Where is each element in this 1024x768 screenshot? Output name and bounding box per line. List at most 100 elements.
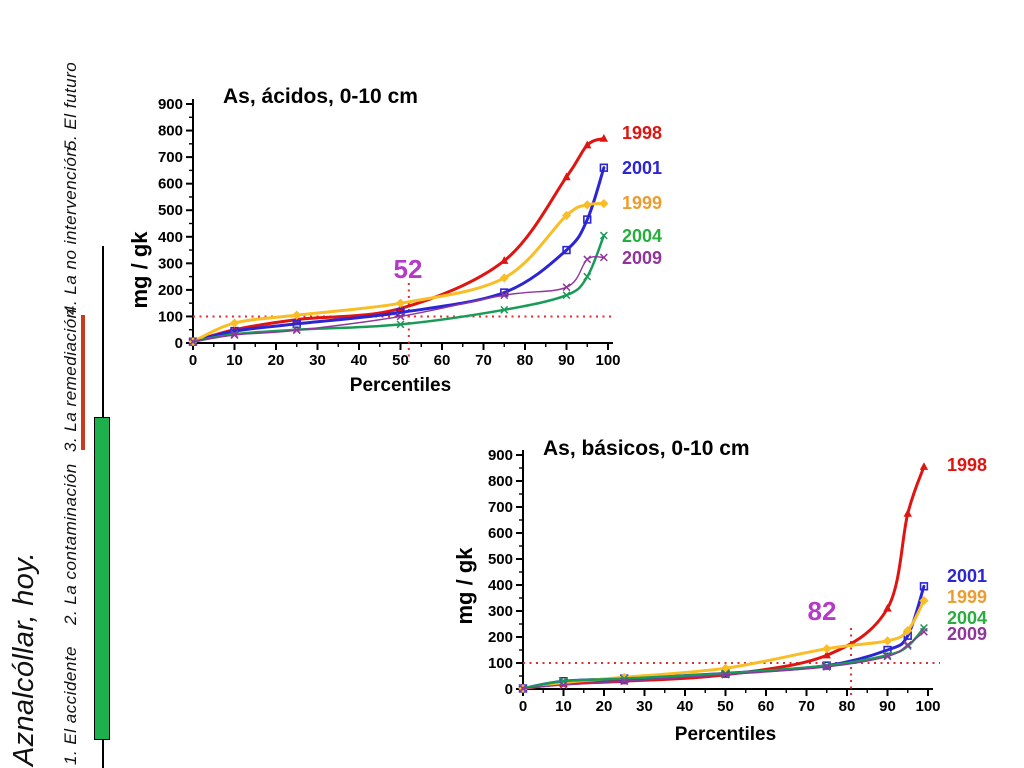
series-2009-line [192, 255, 605, 343]
timeline-progress-bar [94, 417, 110, 740]
y-tick-label: 400 [158, 229, 183, 246]
x-tick-label: 20 [596, 698, 613, 715]
y-axis-label: mg / gk [128, 231, 152, 309]
legend-label-2009: 2009 [622, 248, 662, 268]
series-1998-marker [903, 509, 912, 517]
y-tick-label: 100 [488, 655, 513, 672]
series-1998-line [521, 465, 926, 690]
x-tick-label: 60 [758, 698, 775, 715]
series-2004-marker [822, 661, 831, 670]
series-2001-marker [583, 215, 592, 224]
series-2001-marker [562, 245, 571, 255]
y-tick-label: 500 [488, 551, 513, 568]
legend-label-2009: 2009 [947, 624, 987, 644]
y-tick-label: 700 [488, 499, 513, 516]
series-2004-marker [562, 291, 571, 300]
series-1998-marker [599, 134, 609, 142]
legend-label-2001: 2001 [947, 566, 987, 586]
outline-item-la-remediacion: 3. La remediación [61, 308, 80, 452]
series-2004-marker [599, 231, 608, 240]
series-2009-marker [620, 677, 629, 686]
x-tick-label: 70 [475, 352, 492, 369]
series-1999-marker [882, 636, 893, 646]
series-2009-marker [230, 331, 239, 339]
y-tick-label: 300 [488, 603, 513, 620]
series-1998-marker [822, 650, 831, 659]
chart-canvas: 0 10 20 30 40 50 60 70 80 90 100 0 100 200 300 400 500 60… [128, 85, 662, 396]
chart-as-acidos: 0 10 20 30 40 50 60 70 80 90 100 0 100 200 300 400 500 60… [128, 76, 672, 412]
series-1998-marker [562, 172, 571, 181]
y-tick-label: 300 [158, 255, 183, 272]
series-2009-marker [920, 627, 928, 636]
series-1999-line [191, 202, 606, 344]
x-tick-label: 80 [517, 352, 534, 369]
legend-label-2004: 2004 [947, 608, 987, 628]
x-tick-label: 40 [351, 352, 368, 369]
series-2009-marker [583, 255, 592, 264]
y-tick-label: 200 [158, 282, 183, 299]
series-1998-marker [919, 462, 929, 470]
chart-title: As, ácidos, 0-10 cm [223, 85, 418, 108]
x-tick-label: 0 [519, 698, 527, 715]
x-tick-label: 90 [879, 698, 896, 715]
y-axis-label: mg / gk [452, 547, 477, 625]
series-2001-marker [292, 319, 301, 329]
series-1999-marker [561, 210, 572, 221]
x-tick-label: 0 [189, 352, 197, 369]
chart-as-basicos: 0 10 20 30 40 50 60 70 80 90 100 0 100 200 300 400 500 60… [445, 428, 1023, 764]
slide-title-vertical: Aznalcóllar, hoy. [8, 551, 40, 766]
x-tick-label: 10 [555, 698, 572, 715]
series-2009-marker [822, 662, 831, 671]
outline-item-la-contaminacion: 2. La contaminación [61, 463, 80, 625]
y-tick-label: 200 [488, 629, 513, 646]
series-2001-marker [883, 645, 892, 655]
series-2009-marker [559, 681, 568, 690]
series-2009-marker [500, 291, 509, 300]
series-2004-line [191, 234, 606, 343]
series-2001-marker [919, 582, 929, 591]
series-2009-marker [883, 652, 892, 661]
x-tick-label: 90 [558, 352, 575, 369]
series-1999-marker [619, 672, 629, 682]
x-tick-label: 70 [798, 698, 815, 715]
y-tick-label: 700 [158, 149, 183, 166]
legend-label-1999: 1999 [947, 587, 987, 607]
series-1998-marker [583, 140, 592, 149]
series-2004-marker [500, 305, 509, 314]
series-2009-marker [562, 283, 571, 292]
chart-canvas: 0 10 20 30 40 50 60 70 80 90 100 0 100 200 300 400 500 60… [452, 437, 987, 745]
legend-label-1998: 1998 [622, 123, 662, 143]
y-tick-label: 0 [505, 681, 513, 698]
x-tick-label: 50 [717, 698, 734, 715]
x-tick-label: 30 [309, 352, 326, 369]
y-tick-label: 600 [488, 525, 513, 542]
outline-item-la-no-intervencion: 4. La no intervención [61, 146, 80, 315]
y-tick-label: 100 [158, 308, 183, 325]
series-2009-marker [519, 684, 527, 693]
series-2009-marker [189, 337, 197, 346]
series-1999-marker [903, 625, 913, 636]
series-2009-marker [599, 253, 608, 262]
x-tick-label: 40 [677, 698, 694, 715]
series-2004-marker [721, 669, 730, 678]
series-1998-marker [883, 603, 892, 612]
series-2009-marker [903, 640, 912, 649]
outline-item-el-futuro: 5. El futuro [61, 61, 80, 150]
y-tick-label: 500 [158, 202, 183, 219]
series-1999-marker [292, 310, 302, 320]
series-1999-marker [229, 318, 240, 328]
y-tick-label: 0 [175, 335, 183, 352]
x-tick-label: 100 [915, 698, 940, 715]
series-2004-marker [583, 272, 592, 281]
y-tick-label: 600 [158, 176, 183, 193]
series-1999-marker [582, 200, 592, 210]
percentile-value-label: 52 [394, 254, 423, 284]
x-tick-label: 20 [268, 352, 285, 369]
series-1998-marker [500, 256, 509, 264]
x-tick-label: 30 [636, 698, 653, 715]
y-tick-label: 800 [158, 123, 183, 140]
y-tick-label: 800 [488, 473, 513, 490]
series-2001-line [191, 166, 606, 344]
series-1998-line [191, 137, 606, 344]
